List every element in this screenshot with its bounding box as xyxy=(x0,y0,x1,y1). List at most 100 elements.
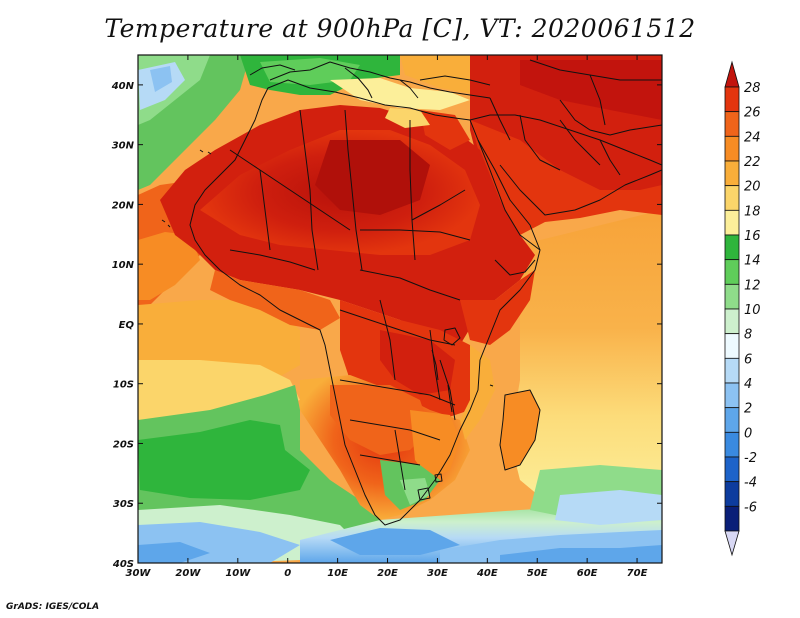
colorbar-label: 6 xyxy=(744,352,752,367)
lon-tick-label: 20W xyxy=(175,568,201,579)
colorbar-swatch xyxy=(724,333,740,359)
comoros xyxy=(489,384,494,387)
country-line-15 xyxy=(359,454,421,466)
country-line-9 xyxy=(359,269,461,301)
country-line-2 xyxy=(259,169,271,251)
colorbar-label: 16 xyxy=(744,229,761,244)
colorbar-swatch xyxy=(724,382,740,409)
lat-tick-label: 40N xyxy=(111,81,135,92)
arabia-coast xyxy=(469,114,662,166)
colorbar-label: 4 xyxy=(744,377,752,392)
country-line-6 xyxy=(360,229,471,241)
country-line-17 xyxy=(439,359,456,421)
lat-tick-label: 10N xyxy=(112,260,135,271)
colorbar-label: -6 xyxy=(744,500,757,515)
colorbar-swatch xyxy=(724,160,740,187)
lat-tick-label: 40S xyxy=(112,559,134,570)
colorbar-swatch xyxy=(724,185,740,211)
colorbar-swatch xyxy=(724,407,740,433)
lon-tick-label: 10E xyxy=(327,568,348,579)
colorbar-swatch xyxy=(724,86,740,113)
middle-east-line-3 xyxy=(559,99,662,136)
country-line-14 xyxy=(349,419,441,441)
lon-tick-label: 50E xyxy=(527,568,548,579)
colorbar-swatch xyxy=(724,209,740,236)
colorbar-swatch xyxy=(724,234,740,261)
colorbar-label: 10 xyxy=(744,303,761,318)
colorbar-swatch xyxy=(724,135,740,162)
country-line-5 xyxy=(409,120,416,261)
map-title: Temperature at 900hPa [C], VT: 202006151… xyxy=(104,14,696,43)
colorbar-label: -2 xyxy=(744,451,757,466)
lon-tick-label: 30E xyxy=(427,568,448,579)
eswatini xyxy=(434,473,443,483)
map-axes: 30W 20W 10W 0 10E 20E 30E 40E 50E 60E 70E 40N 30N 20N… xyxy=(111,55,662,579)
colorbar-swatch xyxy=(724,283,740,310)
colorbar-max-arrow xyxy=(724,60,740,88)
plot-frame xyxy=(137,54,663,564)
horn-line xyxy=(494,259,536,276)
greece-coast xyxy=(399,79,419,99)
colorbar-swatch xyxy=(724,259,740,285)
temperature-field xyxy=(138,55,662,563)
lake-malawi xyxy=(447,384,453,413)
middle-east-line-1 xyxy=(489,97,511,141)
madagascar-coast xyxy=(499,389,541,471)
iberia-coast xyxy=(249,64,296,76)
colorbar-label: 22 xyxy=(744,155,761,170)
country-line-13 xyxy=(339,379,456,406)
lon-tick-label: 70E xyxy=(627,568,648,579)
cape-verde xyxy=(161,219,171,228)
canary-islands xyxy=(199,149,212,155)
colorbar-label: 28 xyxy=(744,81,761,96)
country-line-1 xyxy=(229,149,351,231)
country-line-3 xyxy=(299,109,319,271)
colorbar-label: 26 xyxy=(744,106,761,121)
colorbar-label: 2 xyxy=(744,402,752,417)
colorbar-swatch xyxy=(724,357,740,384)
africa-coastline xyxy=(189,79,541,526)
lon-tick-label: 0 xyxy=(284,568,291,579)
country-line-16 xyxy=(394,429,406,491)
country-line-11 xyxy=(379,299,396,381)
colorbar-label: 8 xyxy=(744,328,752,343)
middle-east-line-6 xyxy=(589,74,606,126)
lon-tick-label: 10W xyxy=(225,568,251,579)
colorbar-label: -4 xyxy=(744,476,757,491)
colorbar-label: 24 xyxy=(744,130,761,145)
lat-tick-label: 10S xyxy=(113,380,134,391)
country-line-10 xyxy=(339,309,456,346)
lon-tick-label: 60E xyxy=(577,568,598,579)
lat-tick-label: 30S xyxy=(113,499,134,510)
lat-tick-label: EQ xyxy=(119,320,135,331)
colorbar-label: 20 xyxy=(744,180,761,195)
lat-tick-label: 20S xyxy=(113,439,134,450)
colorbar-swatch xyxy=(724,456,740,483)
italy-coast xyxy=(344,67,373,99)
colorbar-swatch xyxy=(724,431,740,458)
lon-tick-label: 20E xyxy=(377,568,398,579)
middle-east-line-2 xyxy=(519,114,561,171)
lon-tick-label: 40E xyxy=(476,568,498,579)
colorbar-min-arrow xyxy=(724,530,740,557)
colorbar-label: 14 xyxy=(744,254,761,269)
country-line-7 xyxy=(411,189,466,221)
credit-text: GrADS: IGES/COLA xyxy=(6,602,100,612)
lat-tick-label: 20N xyxy=(112,200,135,211)
lake-tanganyika xyxy=(431,349,439,381)
country-line-12 xyxy=(429,329,441,401)
middle-east-line-4 xyxy=(599,139,621,176)
country-line-8 xyxy=(229,249,316,271)
turkey-coast xyxy=(419,75,491,86)
arabia-south-coast xyxy=(499,164,662,216)
country-line-4 xyxy=(344,109,363,271)
colorbar-swatch xyxy=(724,111,740,137)
country-boundaries xyxy=(161,59,662,526)
red-sea-coast xyxy=(477,139,541,251)
lon-tick-label: 30W xyxy=(126,568,152,579)
lake-victoria xyxy=(443,327,461,346)
europe-coast xyxy=(269,61,491,99)
colorbar-swatch xyxy=(724,505,740,532)
